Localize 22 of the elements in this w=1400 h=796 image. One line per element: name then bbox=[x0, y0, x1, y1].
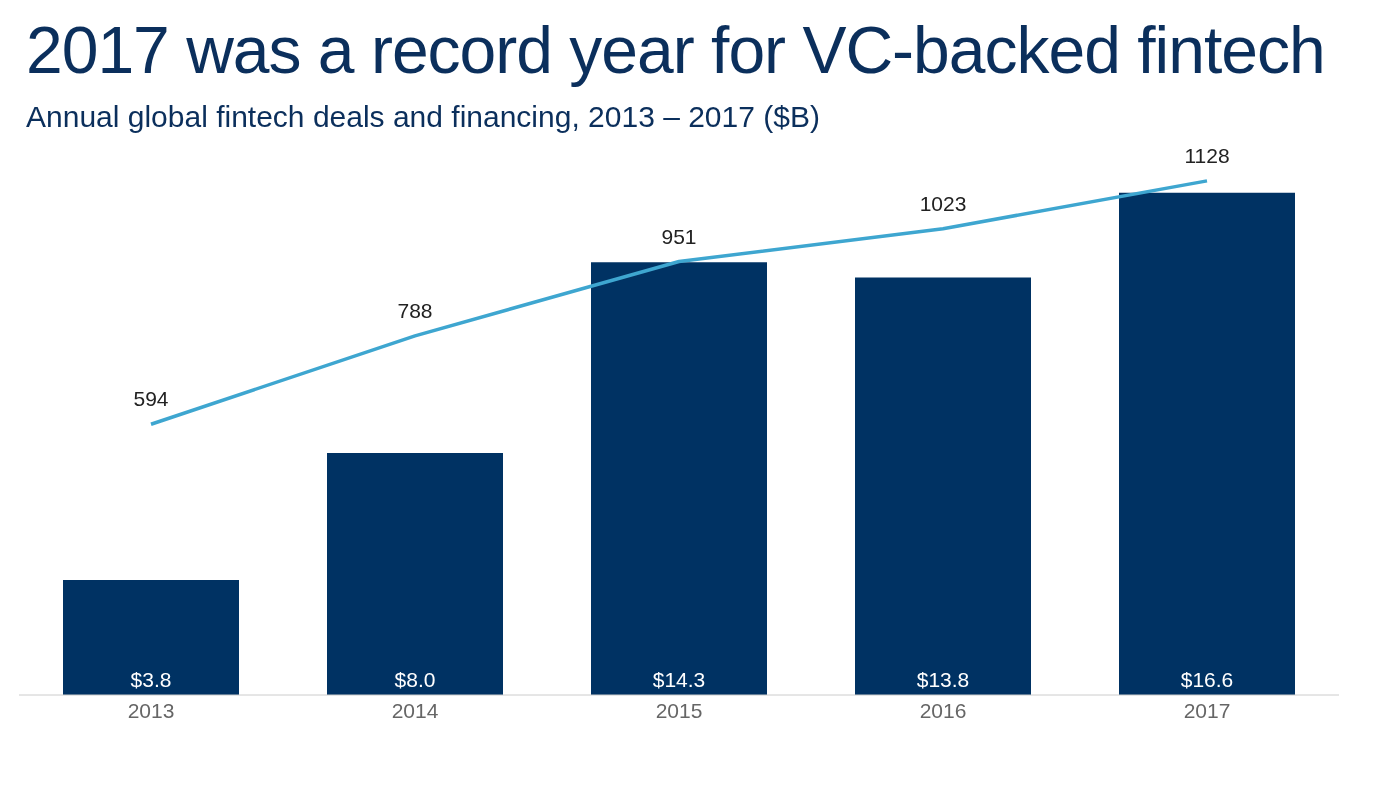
data-label: $16.6 bbox=[1180, 668, 1234, 691]
bar bbox=[1119, 192, 1295, 695]
data-label: 594 bbox=[133, 387, 169, 411]
bar bbox=[591, 262, 767, 695]
bar bbox=[327, 452, 503, 695]
x-tick-label: 2016 bbox=[919, 698, 967, 722]
x-tick-label: 2015 bbox=[655, 698, 703, 722]
bar bbox=[855, 277, 1031, 695]
chart-title: 2017 was a record year for VC-backed fintech bbox=[26, 12, 1325, 88]
data-label: 1023 bbox=[919, 191, 967, 215]
x-tick-label: 2013 bbox=[127, 698, 175, 722]
data-label: $8.0 bbox=[394, 668, 436, 691]
data-label: $13.8 bbox=[916, 668, 970, 691]
data-label: 951 bbox=[661, 224, 697, 248]
data-label: 1128 bbox=[1184, 143, 1230, 167]
x-tick-label: 2014 bbox=[391, 698, 439, 722]
data-label: 788 bbox=[397, 298, 433, 322]
x-tick-label: 2017 bbox=[1183, 698, 1231, 722]
chart-subtitle: Annual global fintech deals and financing, 2013 – 2017 ($B) bbox=[26, 100, 820, 134]
data-label: $14.3 bbox=[652, 668, 706, 691]
bar bbox=[63, 580, 239, 695]
data-label: $3.8 bbox=[130, 668, 172, 691]
